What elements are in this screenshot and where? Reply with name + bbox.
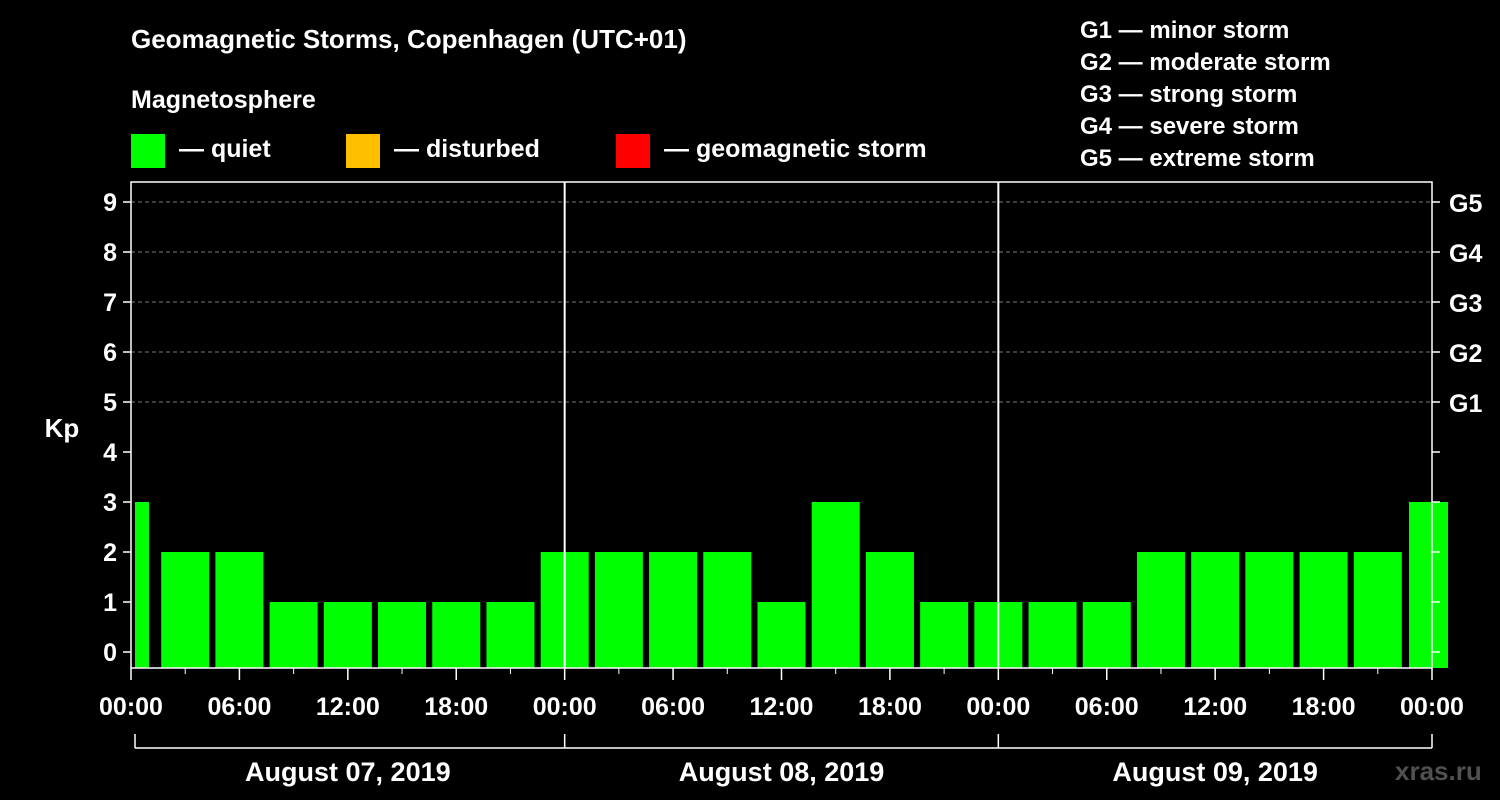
- kp-bar: [1245, 552, 1294, 668]
- g-scale-label: G3: [1449, 290, 1482, 318]
- kp-bar: [1191, 552, 1240, 668]
- legend-label-quiet: — quiet: [179, 135, 271, 163]
- storm-scale-legend: G1 — minor storm G2 — moderate storm G3 …: [1080, 15, 1331, 175]
- kp-bar: [215, 552, 264, 668]
- kp-bar: [1028, 602, 1077, 668]
- kp-bar: [432, 602, 481, 668]
- kp-bar: [378, 602, 427, 668]
- kp-bar: [1136, 552, 1185, 668]
- kp-bar: [703, 552, 752, 668]
- x-tick-label: 12:00: [750, 693, 814, 721]
- kp-bar: [269, 602, 318, 668]
- storm-legend-g4: G4 — severe storm: [1080, 113, 1299, 140]
- y-tick-label: 2: [103, 539, 117, 567]
- kp-bar: [1353, 552, 1402, 668]
- x-tick-label: 18:00: [424, 693, 488, 721]
- kp-bar: [920, 602, 969, 668]
- storm-legend-g1: G1 — minor storm: [1080, 17, 1290, 44]
- day-label: August 07, 2019: [245, 757, 451, 787]
- g-scale-label: G2: [1449, 340, 1482, 368]
- x-tick-label: 18:00: [1292, 693, 1356, 721]
- kp-bar: [1082, 602, 1131, 668]
- legend-label-storm: — geomagnetic storm: [664, 135, 927, 163]
- storm-legend-g5: G5 — extreme storm: [1080, 145, 1315, 172]
- legend-swatch-quiet: [131, 134, 165, 168]
- y-tick-label: 4: [103, 439, 117, 467]
- kp-bar: [811, 502, 860, 668]
- g-scale-label: G4: [1449, 240, 1482, 268]
- y-tick-label: 5: [103, 389, 117, 417]
- x-tick-label: 00:00: [99, 693, 163, 721]
- kp-bar: [135, 502, 149, 668]
- g-scale-label: G5: [1449, 190, 1482, 218]
- watermark: xras.ru: [1395, 756, 1482, 786]
- x-tick-label: 06:00: [1075, 693, 1139, 721]
- storm-legend-g3: G3 — strong storm: [1080, 81, 1298, 108]
- g-scale-label: G1: [1449, 390, 1482, 418]
- x-tick-label: 00:00: [966, 693, 1030, 721]
- kp-bar: [594, 552, 643, 668]
- y-tick-label: 1: [103, 589, 117, 617]
- y-tick-label: 3: [103, 489, 117, 517]
- day-label: August 09, 2019: [1112, 757, 1318, 787]
- x-tick-label: 00:00: [1400, 693, 1464, 721]
- y-tick-label: 6: [103, 339, 117, 367]
- y-tick-label: 0: [103, 639, 117, 667]
- kp-bar: [757, 602, 806, 668]
- chart-title: Geomagnetic Storms, Copenhagen (UTC+01): [131, 24, 687, 54]
- storm-legend-g2: G2 — moderate storm: [1080, 49, 1331, 76]
- kp-bar: [1409, 502, 1448, 668]
- day-label: August 08, 2019: [679, 757, 885, 787]
- kp-bar: [323, 602, 372, 668]
- y-tick-label: 8: [103, 239, 117, 267]
- x-tick-label: 00:00: [533, 693, 597, 721]
- x-tick-label: 12:00: [316, 693, 380, 721]
- x-tick-label: 06:00: [641, 693, 705, 721]
- kp-bar: [865, 552, 914, 668]
- x-tick-label: 06:00: [207, 693, 271, 721]
- y-tick-label: 9: [103, 189, 117, 217]
- legend-label-disturbed: — disturbed: [394, 135, 540, 163]
- kp-bar: [161, 552, 210, 668]
- kp-bar: [649, 552, 698, 668]
- legend-swatch-disturbed: [346, 134, 380, 168]
- x-tick-label: 18:00: [858, 693, 922, 721]
- kp-bar: [486, 602, 535, 668]
- y-tick-label: 7: [103, 289, 117, 317]
- legend-title: Magnetosphere: [131, 86, 316, 114]
- legend-swatch-storm: [616, 134, 650, 168]
- x-tick-label: 12:00: [1183, 693, 1247, 721]
- kp-bar: [1299, 552, 1348, 668]
- y-axis-label: Kp: [45, 413, 80, 443]
